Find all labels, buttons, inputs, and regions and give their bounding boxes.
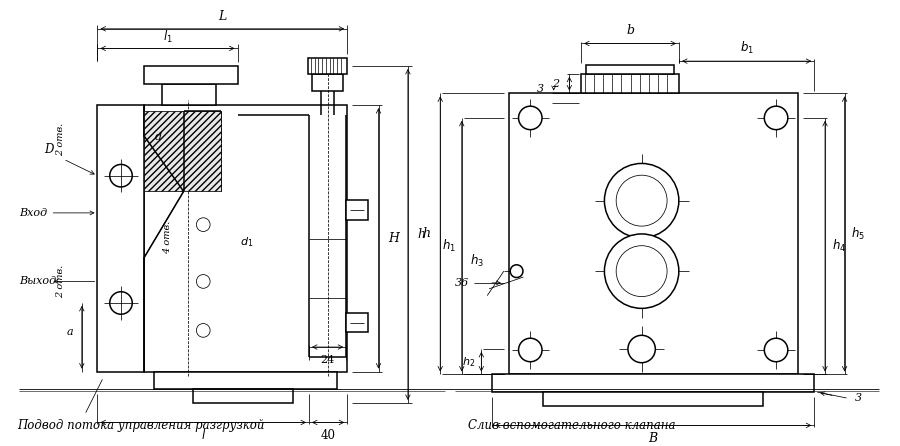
Text: $h_2$: $h_2$ [462, 355, 475, 369]
Circle shape [616, 246, 667, 297]
Circle shape [110, 292, 132, 314]
Circle shape [110, 165, 132, 187]
Text: Слив вспомогательного клапана: Слив вспомогательного клапана [468, 419, 675, 432]
Text: $d_1$: $d_1$ [239, 235, 253, 249]
Text: 3: 3 [536, 83, 544, 94]
Bar [194, 389, 293, 403]
Bar [154, 372, 338, 389]
Circle shape [605, 163, 679, 238]
Bar [97, 105, 145, 372]
Circle shape [628, 335, 655, 363]
Bar [308, 58, 347, 74]
Text: h: h [418, 228, 426, 241]
Circle shape [518, 338, 542, 362]
Circle shape [510, 265, 523, 277]
Bar [346, 313, 368, 332]
Bar [346, 200, 368, 220]
Circle shape [764, 338, 788, 362]
Text: a: a [67, 327, 74, 337]
Bar [581, 74, 679, 93]
Text: $h_5$: $h_5$ [851, 226, 865, 242]
Text: h: h [422, 227, 430, 240]
Bar [145, 105, 347, 372]
Circle shape [196, 275, 210, 288]
Text: 24: 24 [320, 355, 335, 365]
Circle shape [518, 106, 542, 130]
Text: 36: 36 [454, 278, 469, 288]
Text: b: b [626, 24, 634, 37]
Circle shape [196, 323, 210, 337]
Text: L: L [218, 9, 227, 23]
Bar [312, 74, 343, 91]
Bar [145, 66, 238, 84]
Bar [162, 84, 216, 105]
Text: D: D [44, 143, 53, 156]
Bar [508, 93, 797, 375]
Bar [543, 392, 763, 406]
Text: $b_1$: $b_1$ [740, 40, 753, 57]
Circle shape [196, 218, 210, 231]
Text: H: H [388, 232, 399, 245]
Text: $h_3$: $h_3$ [471, 253, 484, 269]
Text: $h_1$: $h_1$ [442, 238, 456, 254]
Text: 2 отв.: 2 отв. [56, 123, 65, 156]
Bar [586, 65, 674, 74]
Text: 3: 3 [855, 393, 862, 403]
Circle shape [764, 106, 788, 130]
Text: 2 отв.: 2 отв. [56, 265, 65, 298]
Text: 2: 2 [552, 78, 559, 89]
Text: B: B [649, 432, 658, 445]
Circle shape [196, 159, 210, 173]
Text: 4 отв.: 4 отв. [164, 221, 173, 254]
Text: $h_4$: $h_4$ [832, 238, 846, 254]
Bar [492, 375, 814, 392]
Text: $l$: $l$ [201, 428, 206, 442]
Circle shape [616, 175, 667, 226]
Text: 40: 40 [320, 429, 336, 442]
Text: $l_1$: $l_1$ [163, 29, 173, 45]
Text: Подвод потока управления разгрузкой: Подвод потока управления разгрузкой [17, 419, 265, 432]
Text: Вход: Вход [19, 208, 48, 218]
Circle shape [605, 234, 679, 308]
Text: d: d [155, 132, 162, 141]
Polygon shape [145, 111, 220, 191]
Text: Выход: Выход [19, 277, 57, 286]
